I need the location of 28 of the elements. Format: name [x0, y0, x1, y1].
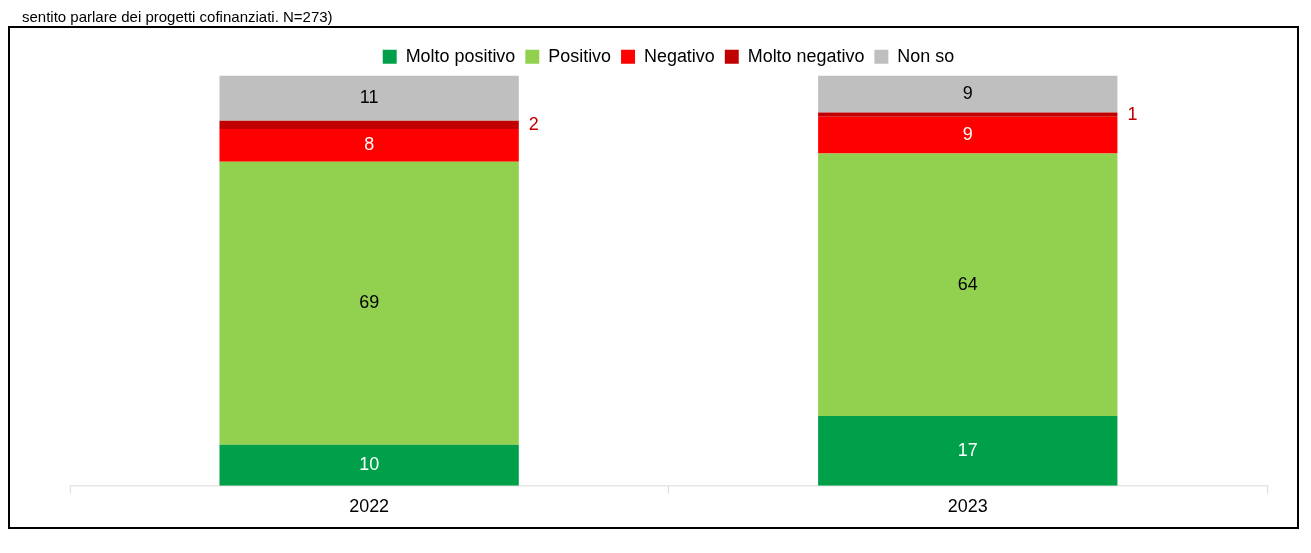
- bar: [818, 112, 1118, 117]
- legend-label: Molto negativo: [747, 45, 865, 66]
- data-label: 69: [359, 292, 380, 313]
- bar: [818, 116, 1118, 154]
- data-label: 11: [359, 87, 379, 108]
- bar: [818, 75, 1118, 113]
- legend-label: Negativo: [643, 45, 715, 66]
- data-label: 10: [359, 454, 380, 475]
- legend-label: Positivo: [548, 45, 612, 66]
- bar: [219, 161, 519, 445]
- x-tick-label: 2023: [947, 496, 988, 517]
- text: sentito parlare dei progetti cofinanziati. N=273): [21, 8, 334, 26]
- data-label: 17: [957, 439, 978, 460]
- bar: [818, 416, 1118, 486]
- legend-label: Molto positivo: [405, 45, 516, 66]
- data-label: 1: [1127, 103, 1138, 124]
- data-label: 9: [962, 124, 973, 144]
- data-label: 8: [364, 134, 375, 155]
- bar: [219, 128, 519, 162]
- bar: [818, 153, 1118, 417]
- bar: [219, 120, 519, 129]
- data-label: 9: [962, 83, 973, 103]
- bar: [219, 444, 519, 486]
- legend-label: Non so: [897, 45, 955, 66]
- x-tick-label: 2022: [349, 496, 390, 517]
- data-label: 2: [528, 113, 539, 134]
- data-label: 64: [957, 273, 978, 294]
- bar: [219, 75, 519, 121]
